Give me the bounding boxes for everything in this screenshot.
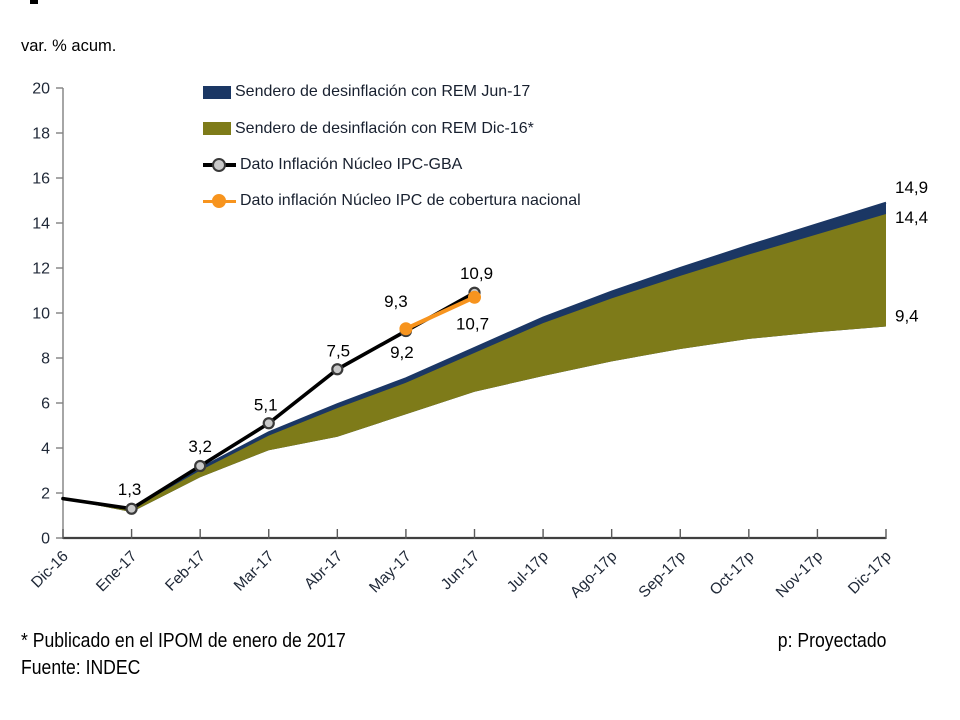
source-note: Fuente: INDEC: [21, 657, 141, 679]
olive-band-swatch-icon: [203, 122, 231, 136]
line-ipc-nacional: [403, 295, 477, 331]
data-label: 1,3: [118, 480, 142, 499]
x-tick-label: Ago-17p: [567, 548, 620, 601]
x-tick-label: Sep-17p: [636, 548, 689, 601]
x-tick-label: Abr-17: [301, 548, 346, 593]
x-tick-label: Dic-17p: [845, 548, 895, 598]
legend-label: Sendero de desinflación con REM Jun-17: [235, 83, 531, 101]
marker-ipc-nacional: [468, 290, 481, 304]
x-tick-label: Jul-17p: [504, 548, 552, 596]
gray-marker-line-icon: [203, 157, 236, 172]
crop-artifact: [30, 0, 38, 4]
orange-marker-line-icon: [203, 194, 236, 209]
y-axis-unit-label: var. % acum.: [21, 37, 117, 55]
data-label: 9,3: [384, 292, 408, 311]
y-tick-label: 12: [32, 261, 50, 278]
x-tick-label: Dic-16: [28, 548, 72, 592]
data-label: 10,9: [460, 264, 493, 283]
end-label: 14,9: [895, 178, 928, 197]
marker-ipc-gba: [125, 502, 138, 515]
y-tick-label: 6: [41, 396, 50, 413]
band-rem-dic16: [63, 214, 886, 513]
navy-band-swatch-icon: [203, 85, 231, 99]
legend-item-rem-dic16: Sendero de desinflación con REM Dic-16*: [203, 110, 581, 146]
y-tick-label: 18: [32, 126, 50, 143]
projected-note: p: Proyectado: [777, 630, 886, 652]
y-tick-label: 4: [41, 441, 50, 458]
y-tick-label: 0: [41, 531, 50, 548]
data-label: 3,2: [188, 437, 212, 456]
y-tick-label: 20: [32, 81, 50, 98]
legend-label: Dato Inflación Núcleo IPC-GBA: [240, 155, 463, 173]
y-tick-label: 10: [32, 306, 50, 323]
legend-item-rem-jun17: Sendero de desinflación con REM Jun-17: [203, 74, 581, 110]
marker-ipc-gba: [262, 417, 275, 430]
data-label: 7,5: [327, 341, 351, 360]
chart-legend: Sendero de desinflación con REM Jun-17 S…: [203, 74, 581, 220]
legend-label: Sendero de desinflación con REM Dic-16*: [235, 119, 534, 137]
legend-item-ipc-gba: Dato Inflación Núcleo IPC-GBA: [203, 147, 581, 183]
footnote: * Publicado en el IPOM de enero de 2017: [21, 630, 346, 652]
data-label: 9,2: [390, 343, 414, 362]
y-tick-label: 8: [41, 351, 50, 368]
end-label: 9,4: [895, 307, 919, 326]
legend-item-ipc-nacional: Dato inflación Núcleo IPC de cobertura n…: [203, 183, 581, 219]
data-label: 10,7: [456, 314, 489, 333]
marker-ipc-nacional: [399, 322, 413, 336]
legend-label: Dato inflación Núcleo IPC de cobertura n…: [240, 192, 581, 210]
marker-ipc-gba: [194, 459, 207, 473]
x-tick-label: Ene-17: [93, 548, 140, 595]
y-tick-label: 16: [32, 171, 50, 188]
x-tick-label: Oct-17p: [707, 548, 758, 599]
x-tick-label: Jun-17: [438, 548, 484, 594]
x-tick-label: Nov-17p: [773, 548, 826, 601]
end-label: 14,4: [895, 208, 928, 227]
x-tick-label: Mar-17: [231, 548, 278, 595]
data-label: 5,1: [254, 395, 278, 414]
marker-ipc-gba: [331, 363, 344, 376]
y-tick-label: 14: [32, 216, 50, 233]
y-tick-label: 2: [41, 486, 50, 503]
x-tick-label: Feb-17: [162, 548, 209, 595]
x-tick-label: May-17: [366, 548, 415, 597]
